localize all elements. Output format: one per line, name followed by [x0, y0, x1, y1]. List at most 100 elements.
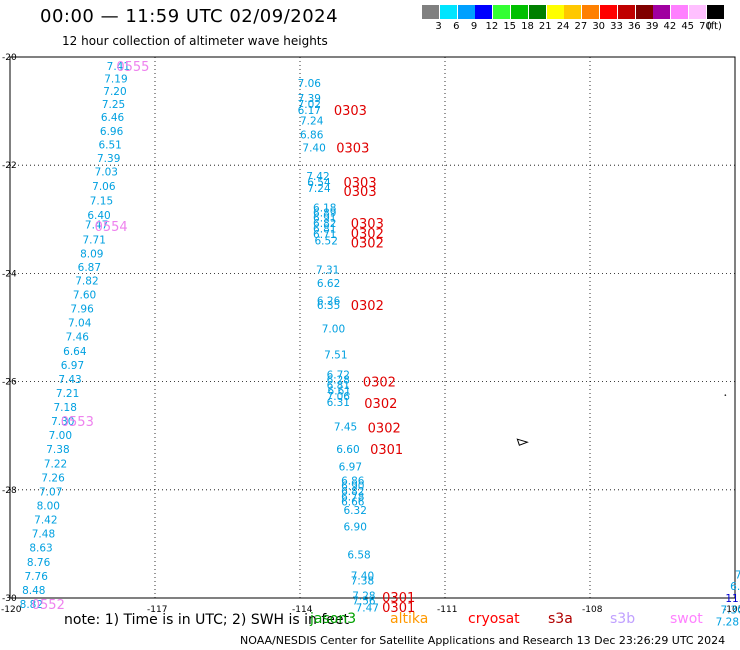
lon-tick-label: -120: [1, 605, 22, 615]
wave-height-label: 7.38: [351, 576, 374, 588]
wave-height-label: 7.04: [68, 318, 92, 330]
wave-height-label: 6.97: [61, 360, 84, 372]
pass-time-label: 0303: [334, 104, 367, 119]
pass-time-label: 0303: [351, 217, 384, 232]
lon-tick-label: -108: [582, 605, 603, 615]
wave-height-label: 8.00: [37, 500, 60, 512]
map-title: 00:00 — 11:59 UTC 02/09/2024: [40, 6, 339, 27]
wave-height-label: 7.03: [95, 167, 118, 179]
wave-height-label: 7.20: [103, 86, 126, 98]
legend-swatch: [493, 5, 511, 19]
lat-tick-label: -20: [2, 53, 17, 63]
wave-height-label: 6.26: [317, 295, 341, 307]
wave-height-label: 6.40: [87, 210, 110, 222]
legend-swatch: [457, 5, 475, 19]
legend-swatch: [439, 5, 457, 19]
pass-time-label: 0301: [382, 591, 415, 606]
pass-time-label: 0302: [351, 227, 384, 242]
legend-swatch: [511, 5, 528, 19]
map-frame: [9, 56, 736, 599]
wave-height-label: 6.61: [328, 385, 351, 397]
legend-swatch: [617, 5, 635, 19]
wave-height-label: 6.62: [317, 278, 340, 290]
wave-height-label: 7.30: [51, 416, 74, 428]
legend-label: 12: [485, 21, 499, 32]
lon-tick-label: -117: [147, 605, 167, 615]
island-marker: [516, 394, 727, 446]
mission-label-jason3: jason3: [310, 611, 357, 627]
lon-tick-label: -114: [292, 605, 313, 615]
wave-height-label: 6.17: [298, 105, 321, 117]
legend-swatch: [671, 5, 689, 19]
wave-height-label: 6.35: [317, 300, 340, 312]
pass-time-label: 0554: [95, 220, 128, 235]
pass-time-label: 0302: [351, 237, 384, 252]
wave-height-label: 7.42: [34, 515, 57, 527]
legend-label: 42: [663, 21, 677, 32]
wave-height-label: 6.31: [327, 397, 350, 409]
pass-time-label: 0302: [364, 397, 397, 412]
legend-label: 3: [435, 21, 442, 32]
legend-label: 6: [453, 21, 460, 32]
mission-label-s3a: s3a: [548, 611, 573, 627]
lon-tick-label: -105: [723, 605, 740, 615]
credit-line: NOAA/NESDIS Center for Satellite Applica…: [240, 634, 726, 647]
pass-time-label: 0302: [363, 376, 396, 391]
wave-height-label: 7.28: [716, 616, 739, 628]
wave-height-label: 7.24: [307, 183, 331, 195]
footer-note: note: 1) Time is in UTC; 2) SWH is in fe…: [64, 612, 350, 628]
wave-height-label: 6.81: [313, 223, 336, 235]
wave-height-label: 7.48: [32, 529, 55, 541]
pass-time-label: 0555: [116, 60, 149, 75]
pass-time-label: 0302: [351, 299, 384, 314]
wave-height-label: 7.02: [298, 99, 321, 111]
wave-height-label: 7.45: [334, 422, 357, 434]
wave-height-label: 6.90: [341, 480, 364, 492]
islet-dot: [724, 394, 727, 396]
legend-swatch: [475, 5, 493, 19]
wave-height-label: 7.96: [70, 304, 94, 316]
pass-time-label: 0552: [32, 598, 65, 613]
legend-label: 33: [610, 21, 623, 32]
wave-height-label: 7.31: [316, 265, 339, 277]
wave-height-label: 7.06: [92, 181, 116, 193]
wave-height-label: 6.82: [313, 218, 336, 230]
legend-label: 9: [470, 21, 478, 32]
wave-height-label: 6.66: [341, 497, 365, 509]
pass-time-label: 0553: [61, 415, 94, 430]
lat-tick-label: -22: [2, 161, 17, 171]
wave-height-label: 6.78: [341, 491, 364, 503]
map-subtitle: 12 hour collection of altimeter wave hei…: [62, 34, 328, 48]
wave-height-label: 7.40: [302, 142, 325, 154]
wave-height-label: 7.46: [66, 332, 90, 344]
legend-swatch: [564, 5, 582, 19]
legend-label: 15: [503, 21, 517, 32]
legend-label: 70: [699, 21, 712, 32]
wave-height-label: 6.18: [313, 202, 336, 214]
mission-label-altika: altika: [390, 611, 429, 627]
wave-height-label: 6.54: [307, 177, 331, 189]
wave-height-label: 6.46: [101, 112, 125, 124]
legend-swatch: [706, 5, 724, 19]
wave-height-label: 11.40: [725, 593, 740, 605]
island-outline: [516, 438, 529, 446]
map-border: [9, 56, 736, 599]
wave-height-label: 6.91: [313, 213, 336, 225]
wave-height-label: 6.71: [313, 229, 336, 241]
pass-time-label: 0301: [382, 601, 415, 616]
wave-height-label: 7.39: [97, 153, 120, 165]
lat-tick-label: -26: [2, 378, 17, 388]
wave-height-label: 7.19: [104, 74, 127, 86]
legend-label: 45: [681, 21, 695, 32]
wave-height-label: 7.06: [327, 391, 351, 403]
wave-height-label: 6.58: [347, 550, 370, 562]
wave-height-label: 6.86: [341, 476, 365, 488]
wave-height-label: 6.52: [315, 235, 338, 247]
wave-height-label: 7.00: [49, 430, 72, 442]
legend-swatch: [653, 5, 671, 19]
wave-height-label: 7.25: [102, 99, 125, 111]
legend-swatch: [528, 5, 546, 19]
legend-swatch: [689, 5, 706, 19]
lat-tick-label: -30: [2, 594, 17, 604]
